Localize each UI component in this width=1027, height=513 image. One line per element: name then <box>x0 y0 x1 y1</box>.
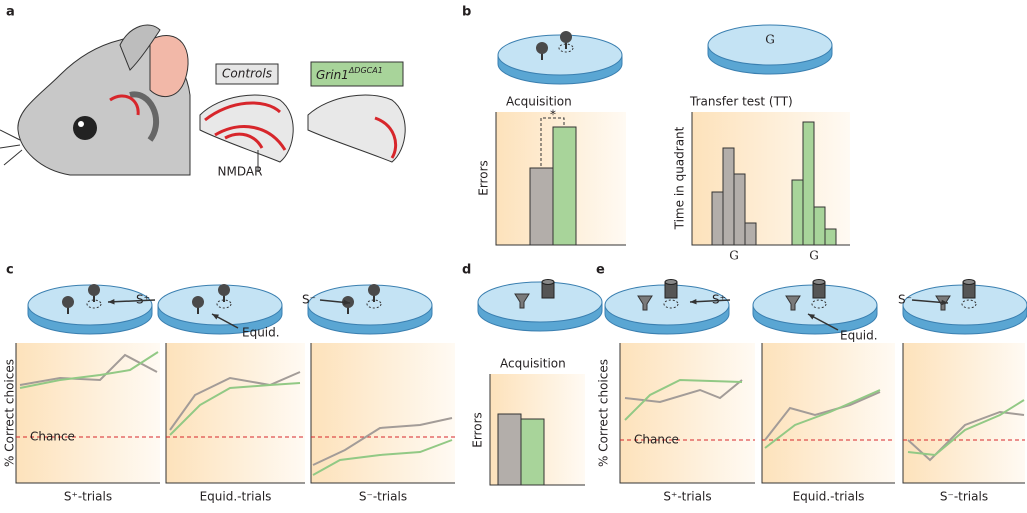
histogram-mutant-part <box>792 180 803 245</box>
x-axis-label: S⁻-trials <box>940 490 988 504</box>
panel-label: b <box>462 5 471 20</box>
dish <box>478 282 602 331</box>
dish-label: Equid. <box>840 329 878 343</box>
mouse-illustration-part <box>78 121 84 127</box>
x-axis-label: S⁺-trials <box>64 490 112 504</box>
panel-b: b G Acquisition Errors * Transfer test (… <box>462 5 850 263</box>
object <box>665 280 677 299</box>
histogram-control-part <box>723 148 734 245</box>
chart-title: Acquisition <box>500 357 566 371</box>
object <box>963 280 975 299</box>
bar-control <box>530 168 553 245</box>
figure: a Controls Grin1ΔDGCA1 NMDAR b G Acquisi… <box>0 0 1027 509</box>
histogram-control-part <box>712 192 723 245</box>
dish-label: S⁺ <box>712 293 726 307</box>
nmdar-label: NMDAR <box>218 165 263 179</box>
chance-label: Chance <box>30 430 75 444</box>
hippocampus-mutant <box>308 95 405 162</box>
panel-a: a Controls Grin1ΔDGCA1 NMDAR <box>0 5 405 179</box>
y-axis-label: Errors <box>471 412 485 448</box>
hippocampus-control-part <box>200 95 293 162</box>
dish-label: S⁺ <box>136 293 150 307</box>
mouse-illustration <box>0 25 190 175</box>
x-axis-label: S⁺-trials <box>663 490 711 504</box>
x-axis-label: Equid.-trials <box>200 490 272 504</box>
plot-area <box>620 343 755 483</box>
histogram-mutant-part <box>814 207 825 245</box>
object <box>813 280 825 299</box>
y-axis-label: Errors <box>477 160 491 196</box>
superscript: ΔDGCA1 <box>348 66 383 75</box>
body: {"panel_a":{"label":"a","controls":"Cont… <box>0 0 1027 509</box>
histogram-mutant-part <box>803 122 814 245</box>
bar-mutant <box>553 127 576 245</box>
dish <box>498 35 622 84</box>
panel-label: d <box>462 263 471 278</box>
histogram-control-part <box>734 174 745 245</box>
bar-control <box>498 414 521 485</box>
x-tick-label: G <box>809 249 819 263</box>
dish-label: S⁻ <box>302 293 316 307</box>
y-axis-label: Time in quadrant <box>673 126 687 230</box>
x-axis-label: S⁻-trials <box>359 490 407 504</box>
dish-marker: G <box>765 33 775 47</box>
chart-title: Acquisition <box>506 95 572 109</box>
panel-label: e <box>596 263 605 278</box>
panel-label: c <box>6 263 14 278</box>
page: body { margin: 0; width: 1027px; height:… <box>0 0 1027 509</box>
significance: * <box>550 108 556 122</box>
panel-d: d Acquisition Errors <box>462 263 602 486</box>
y-axis-label: % Correct choices <box>3 359 17 467</box>
object <box>542 280 554 299</box>
panel-label: a <box>6 5 15 20</box>
panel-c: c S⁺ Equid. S⁻ S⁺-trials Equid.-trials S⁻-tria… <box>3 263 456 504</box>
histogram-mutant-part <box>825 229 836 245</box>
hippocampus-control <box>200 95 293 172</box>
dish-label: Equid. <box>242 326 280 340</box>
chance-label: Chance <box>634 433 679 447</box>
plot-area <box>311 343 455 483</box>
histogram-control-part <box>745 223 756 245</box>
x-tick-label: G <box>729 249 739 263</box>
plot-area <box>166 343 305 483</box>
x-axis-label: Equid.-trials <box>793 490 865 504</box>
controls-label: Controls <box>222 67 272 81</box>
chart-title: Transfer test (TT) <box>689 95 793 109</box>
panel-e: e S⁺ Equid. S⁻ S⁺-trials Equid.-trials S⁻-tria… <box>596 263 1027 504</box>
dish-label: S⁻ <box>898 293 912 307</box>
gene: Grin1 <box>316 68 349 82</box>
bar-mutant <box>521 419 544 485</box>
mouse-illustration-part <box>73 116 97 140</box>
y-axis-label: % Correct choices <box>597 359 611 467</box>
